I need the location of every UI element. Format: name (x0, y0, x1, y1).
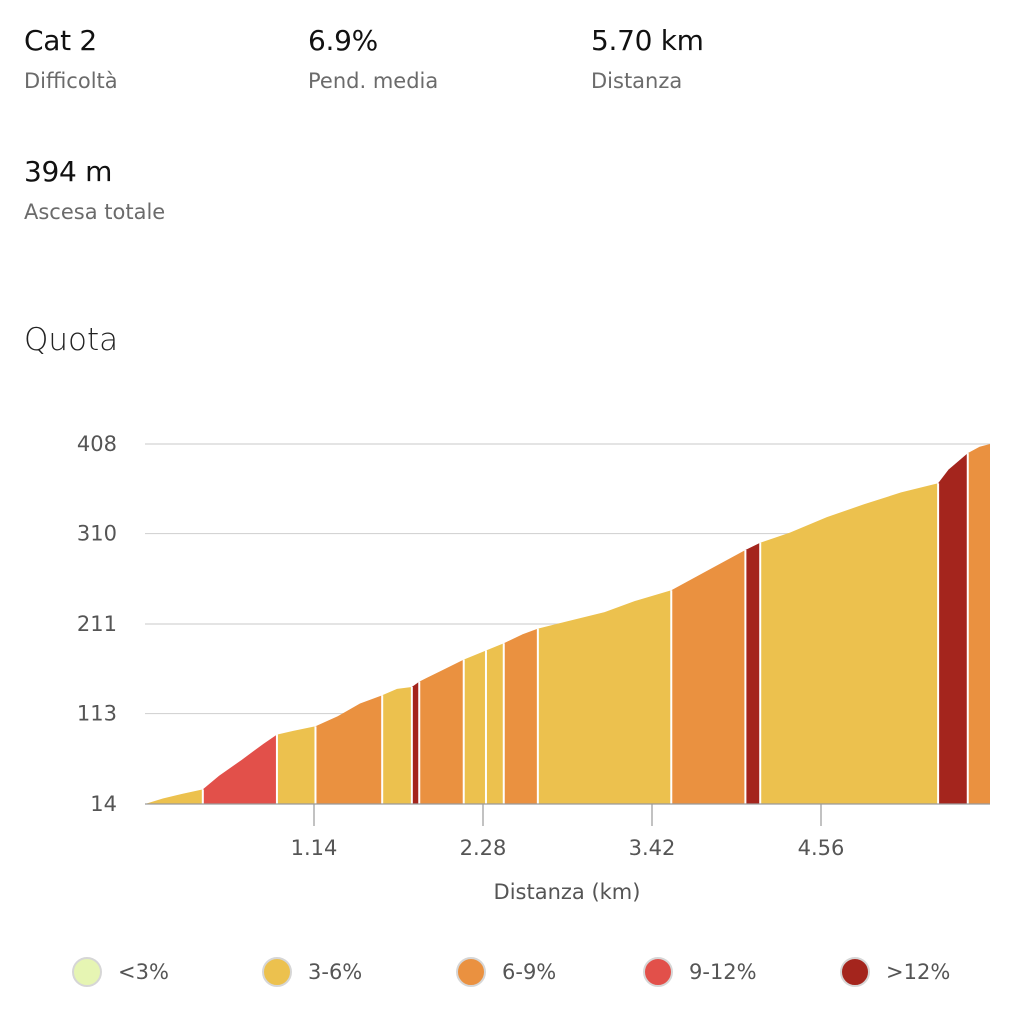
y-tick-label: 310 (77, 522, 117, 546)
elevation-profile (145, 444, 990, 804)
total-ascent-value: 394 m (24, 155, 113, 188)
distance-label: Distanza (591, 69, 683, 93)
stat-distance: 5.70 km Distanza (591, 24, 704, 94)
profile-segment[interactable] (671, 550, 746, 804)
profile-segment[interactable] (463, 650, 486, 805)
legend-swatch-icon (840, 957, 870, 987)
profile-segment[interactable] (411, 681, 420, 804)
legend-swatch-icon (456, 957, 486, 987)
legend-item-3-6[interactable]: 3-6% (262, 952, 362, 992)
legend-label: <3% (118, 960, 169, 984)
profile-segment[interactable] (202, 734, 277, 804)
profile-segment[interactable] (938, 453, 968, 804)
difficulty-value: Cat 2 (24, 24, 97, 57)
x-tick-label: 3.42 (629, 836, 676, 860)
profile-segment[interactable] (145, 789, 203, 804)
stat-total-ascent: 394 m Ascesa totale (24, 155, 165, 225)
y-tick-label: 211 (77, 612, 117, 636)
legend-label: 3-6% (308, 960, 363, 984)
profile-segment[interactable] (503, 628, 538, 804)
legend: <3% 3-6% 6-9% 9-12% >12% (0, 952, 1020, 992)
legend-item-gt12[interactable]: >12% (840, 952, 950, 992)
profile-segment[interactable] (485, 643, 504, 804)
legend-label: 9-12% (689, 960, 757, 984)
elevation-chart: 14 113 211 310 408 1.14 2.28 3.42 4.56 Distanza … (77, 432, 990, 904)
x-tick-label: 1.14 (291, 836, 338, 860)
profile-segment[interactable] (382, 687, 412, 804)
x-axis-label: Distanza (km) (494, 880, 641, 904)
legend-item-lt3[interactable]: <3% (72, 952, 169, 992)
chart-title: Quota (24, 322, 119, 358)
axes: 14 113 211 310 408 1.14 2.28 3.42 4.56 (77, 432, 990, 860)
stat-average-grade: 6.9% Pend. media (308, 24, 438, 94)
distance-value: 5.70 km (591, 24, 704, 57)
profile-segment[interactable] (315, 695, 383, 804)
profile-segment[interactable] (967, 444, 990, 804)
profile-segment[interactable] (419, 659, 464, 804)
y-tick-label: 408 (77, 432, 117, 456)
legend-label: 6-9% (502, 960, 557, 984)
average-grade-label: Pend. media (308, 69, 439, 93)
difficulty-label: Difficoltà (24, 69, 118, 93)
profile-segment[interactable] (760, 483, 939, 804)
x-tick-label: 4.56 (798, 836, 845, 860)
legend-swatch-icon (72, 957, 102, 987)
average-grade-value: 6.9% (308, 24, 378, 57)
legend-item-9-12[interactable]: 9-12% (643, 952, 757, 992)
stat-difficulty: Cat 2 Difficoltà (24, 24, 118, 94)
legend-label: >12% (886, 960, 951, 984)
segment-dividers (201, 453, 969, 804)
profile-segment[interactable] (745, 542, 761, 804)
x-tick-label: 2.28 (460, 836, 507, 860)
profile-segment[interactable] (537, 590, 672, 804)
legend-swatch-icon (643, 957, 673, 987)
legend-swatch-icon (262, 957, 292, 987)
y-tick-label: 14 (90, 792, 117, 816)
y-tick-label: 113 (77, 702, 117, 726)
profile-segment[interactable] (276, 726, 316, 804)
total-ascent-label: Ascesa totale (24, 200, 166, 224)
legend-item-6-9[interactable]: 6-9% (456, 952, 556, 992)
